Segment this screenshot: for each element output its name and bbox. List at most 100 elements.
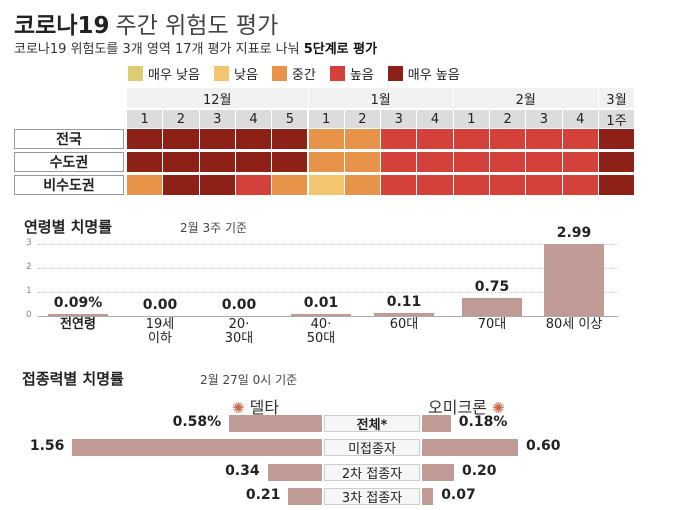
heat-cell — [199, 129, 235, 149]
age-category-line2: 30대 — [224, 331, 254, 346]
y-tick-label: 3 — [26, 238, 32, 248]
age-category-label: 20· 30대 — [199, 318, 279, 346]
age-bar-value: 0.00 — [221, 297, 257, 313]
age-category-label: 전연령 — [38, 318, 118, 332]
delta-bar — [267, 464, 322, 481]
legend-label: 중간 — [291, 68, 316, 83]
vac-chart-title: 접종력별 치명률 — [22, 370, 124, 388]
age-bar-value: 0.00 — [142, 297, 178, 313]
age-category-label: 80세 이상 — [534, 318, 614, 332]
heat-cell — [417, 129, 453, 149]
age-chart-note: 2월 3주 기준 — [180, 221, 248, 235]
heat-cell — [562, 152, 598, 172]
delta-value: 0.58% — [172, 414, 222, 430]
heat-cell — [526, 129, 562, 149]
month-label: 1월 — [308, 88, 453, 108]
legend-label: 낮음 — [233, 68, 258, 83]
gridline — [38, 244, 618, 245]
legend-label: 높음 — [349, 68, 374, 83]
vaccination-status-label: 미접종자 — [324, 439, 420, 457]
age-bar — [462, 298, 522, 316]
heat-cell — [163, 175, 199, 195]
age-bar — [544, 244, 604, 316]
vaccination-status-label: 전체* — [324, 415, 420, 433]
week-label: 1 — [453, 110, 489, 128]
age-category-line2: 이하 — [148, 331, 172, 346]
omicron-label: 오미크론 — [428, 398, 487, 417]
delta-value: 1.56 — [29, 438, 65, 454]
legend-swatch — [387, 66, 403, 81]
age-category-label: 70대 — [452, 318, 532, 332]
heat-cell — [127, 175, 163, 195]
week-label: 2 — [344, 110, 381, 128]
month-label: 2월 — [453, 88, 598, 108]
vac-chart-note: 2월 27일 0시 기준 — [200, 373, 298, 387]
delta-bar — [229, 415, 322, 432]
heat-cell — [381, 129, 417, 149]
age-category-line1: 70대 — [477, 317, 507, 332]
heat-cell — [344, 129, 381, 149]
week-label: 4 — [417, 110, 453, 128]
legend-swatch — [128, 66, 143, 81]
month-label: 3월 — [598, 88, 635, 108]
y-tick-label: 1 — [26, 286, 32, 296]
age-bar-value: 0.01 — [303, 295, 339, 311]
x-axis-line — [38, 316, 618, 317]
omicron-bar — [422, 488, 434, 505]
heat-cell — [127, 129, 163, 149]
delta-value: 0.34 — [225, 463, 260, 479]
age-category-line2: 50대 — [306, 331, 336, 346]
heat-cell — [417, 175, 453, 195]
page-title: 코로나19 주간 위험도 평가 — [14, 6, 278, 40]
week-label: 2 — [490, 110, 526, 128]
delta-label: 델타 — [249, 398, 280, 417]
omicron-bar — [422, 464, 454, 481]
y-tick-label: 0 — [26, 310, 32, 320]
age-category-label: 40· 50대 — [281, 318, 361, 346]
heat-cell — [163, 129, 199, 149]
legend-swatch — [329, 66, 345, 81]
heat-cell — [272, 152, 308, 172]
week-label: 5 — [272, 110, 308, 128]
heat-cell — [490, 129, 526, 149]
virus-icon: ✺ — [232, 399, 245, 417]
heat-cell — [272, 129, 308, 149]
legend-item: 매우 높음 — [387, 64, 460, 83]
heat-cell — [453, 175, 489, 195]
age-bar-value: 0.75 — [474, 279, 510, 295]
heat-cell — [235, 152, 272, 172]
age-bar — [374, 313, 434, 316]
subtitle-bold: 5단계로 평가 — [303, 42, 378, 57]
age-category-line1: 40· — [310, 317, 332, 332]
age-bar-value: 0.11 — [386, 294, 422, 311]
week-label: 4 — [235, 110, 272, 128]
heat-cell — [490, 175, 526, 195]
omicron-legend: 오미크론 ✺ — [428, 394, 505, 418]
y-tick-label: 2 — [26, 262, 32, 272]
legend-item: 중간 — [271, 64, 316, 83]
week-label: 3 — [381, 110, 417, 128]
region-label: 수도권 — [14, 152, 124, 172]
age-category-line1: 20· — [228, 317, 250, 332]
title-bold: 코로나19 — [14, 13, 110, 39]
heat-cell — [598, 129, 635, 149]
omicron-bar — [422, 415, 451, 432]
heat-cell — [344, 152, 381, 172]
gridline — [38, 268, 618, 269]
heat-cell — [490, 152, 526, 172]
week-label: 1 — [127, 110, 163, 128]
age-chart-title: 연령별 치명률 — [24, 218, 113, 236]
heat-cell — [308, 175, 344, 195]
week-label: 1 — [308, 110, 344, 128]
age-bar — [291, 314, 351, 316]
age-category-line1: 19세 — [145, 317, 175, 332]
legend-item: 매우 낮음 — [128, 64, 200, 83]
age-category-line1: 60대 — [389, 317, 419, 332]
vaccination-status-label: 2차 접종자 — [324, 464, 420, 482]
heat-cell — [199, 152, 235, 172]
title-light: 주간 위험도 평가 — [115, 13, 279, 39]
week-label: 3 — [526, 110, 562, 128]
age-bar-value: 2.99 — [556, 225, 592, 242]
age-bar — [48, 313, 108, 316]
heat-cell — [235, 175, 272, 195]
